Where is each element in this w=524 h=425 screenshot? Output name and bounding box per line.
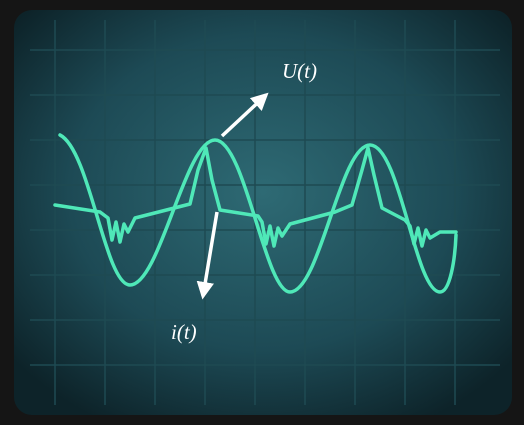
voltage-label: U(t)	[282, 59, 317, 83]
current-trace	[53, 146, 458, 248]
current-arrow	[196, 211, 219, 300]
voltage-trace	[58, 133, 458, 294]
screen	[14, 10, 512, 415]
current-label: i(t)	[171, 320, 197, 344]
voltage-arrow	[220, 92, 269, 138]
